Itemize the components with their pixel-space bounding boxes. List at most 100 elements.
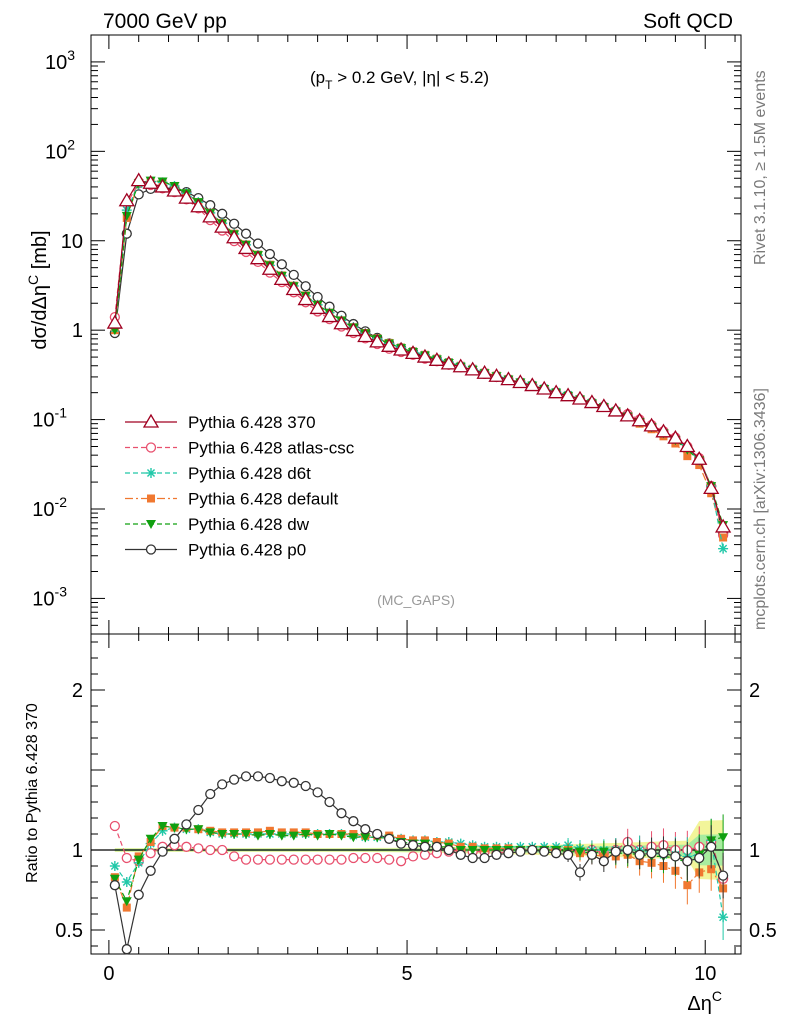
ratio-data-point: [109, 820, 121, 832]
ratio-data-point: [217, 844, 228, 856]
ratio-series-line: [114, 825, 724, 879]
mcplots-label: mcplots.cern.ch [arXiv:1306.3436]: [752, 388, 769, 630]
ratio-data-point: [109, 861, 120, 871]
data-point: [679, 438, 696, 453]
data-point: [631, 412, 648, 427]
data-point: [300, 281, 311, 292]
ratio-data-point: [384, 833, 395, 844]
data-point: [106, 314, 123, 329]
ratio-data-point: [193, 804, 204, 816]
main-axis-ticks: 10-3 10-2 10-1 1 10 102 103: [32, 34, 741, 635]
ratio-data-point: [670, 851, 681, 862]
ratio-data-point: [407, 840, 419, 851]
data-point: [214, 218, 231, 233]
ratio-data-point: [431, 841, 443, 852]
y-tick-label: 102: [45, 136, 75, 163]
ratio-y-tick-label: 1: [72, 840, 83, 862]
data-point: [583, 394, 601, 409]
data-point: [440, 355, 457, 370]
data-point: [559, 387, 577, 402]
ratio-data-point: [121, 852, 132, 864]
data-point: [643, 417, 660, 432]
ratio-data-point: [181, 819, 192, 830]
data-point: [536, 380, 553, 395]
ratio-data-point: [360, 852, 371, 864]
ratio-data-point: [372, 828, 383, 840]
ratio-y-tick-label: 2: [72, 680, 83, 702]
legend-entry-pythia-6-428-p0: Pythia 6.428 p0: [125, 541, 306, 560]
ratio-data-point: [193, 843, 204, 854]
data-point: [142, 174, 159, 189]
ratio-data-point: [145, 834, 156, 844]
ratio-series-group: [109, 771, 729, 955]
data-point: [273, 271, 290, 286]
ratio-data-point: [288, 777, 299, 788]
cut-label: (pT > 0.2 GeV, |η| < 5.2): [310, 68, 489, 92]
data-point: [276, 259, 287, 270]
ratio-data-point: [157, 822, 168, 831]
data-point: [512, 374, 529, 389]
y-tick-label: 1: [72, 320, 83, 342]
data-point: [264, 248, 276, 260]
ratio-series-pythia-6-428-p0: [109, 771, 729, 955]
ratio-data-point: [539, 846, 550, 857]
data-point: [500, 371, 517, 386]
ratio-data-point: [228, 851, 240, 862]
data-point: [130, 172, 147, 187]
ratio-data-point: [252, 831, 263, 841]
ratio-series-pythia-6-428-atlas-csc: [109, 820, 729, 902]
ratio-data-point: [312, 831, 323, 841]
ratio-data-point: [276, 831, 287, 841]
legend: Pythia 6.428 370 Pythia 6.428 atlas-csc Py…: [125, 413, 355, 560]
ratio-data-point: [336, 854, 347, 865]
ratio-y-tick-label-right: 2: [749, 680, 760, 702]
ratio-data-point: [503, 848, 514, 859]
ratio-data-point: [157, 846, 168, 857]
data-point: [595, 398, 612, 413]
data-point: [202, 208, 219, 223]
ratio-data-point: [145, 848, 156, 859]
ratio-data-point: [205, 844, 216, 856]
data-point: [118, 192, 135, 207]
main-y-axis-title: dσ/dΔηC [mb]: [25, 230, 51, 349]
legend-label: Pythia 6.428 d6t: [188, 464, 311, 483]
data-point: [333, 315, 350, 330]
x-axis-title: ΔηC: [687, 988, 722, 1015]
ratio-data-point: [407, 851, 419, 862]
x-tick-label: 10: [694, 963, 716, 985]
ratio-data-point: [324, 796, 335, 808]
data-point: [297, 291, 314, 306]
ratio-data-point: [264, 854, 276, 865]
data-point: [548, 384, 565, 399]
ratio-data-point: [419, 841, 431, 852]
data-point: [714, 518, 732, 533]
ratio-data-point: [121, 897, 132, 907]
series-pythia-6-428-370: [106, 172, 732, 533]
ratio-data-point: [169, 833, 180, 844]
ratio-data-point: [229, 830, 240, 839]
data-point: [249, 250, 267, 265]
ratio-series-pythia-6-428-d6t: [109, 818, 729, 940]
data-point: [261, 260, 279, 275]
ratio-data-point: [574, 867, 586, 878]
legend-marker: [145, 442, 157, 453]
ratio-data-point: [324, 830, 335, 839]
x-tick-label: 5: [401, 963, 412, 985]
legend-marker: [145, 544, 157, 555]
data-point: [237, 240, 255, 255]
y-tick-label: 10-1: [32, 405, 67, 432]
legend-marker: [147, 494, 155, 503]
data-point: [718, 543, 729, 554]
ratio-data-point: [264, 772, 276, 784]
ratio-data-point: [300, 780, 311, 792]
data-point: [121, 211, 132, 221]
ratio-data-point: [169, 823, 180, 833]
ratio-data-point: [217, 779, 228, 790]
legend-label: Pythia 6.428 atlas-csc: [188, 439, 355, 458]
ratio-data-point: [467, 852, 478, 864]
ratio-data-point: [312, 854, 323, 865]
data-point: [428, 352, 446, 366]
y-tick-label: 103: [45, 47, 75, 74]
ratio-data-point: [109, 880, 121, 891]
ratio-data-point: [515, 846, 526, 857]
